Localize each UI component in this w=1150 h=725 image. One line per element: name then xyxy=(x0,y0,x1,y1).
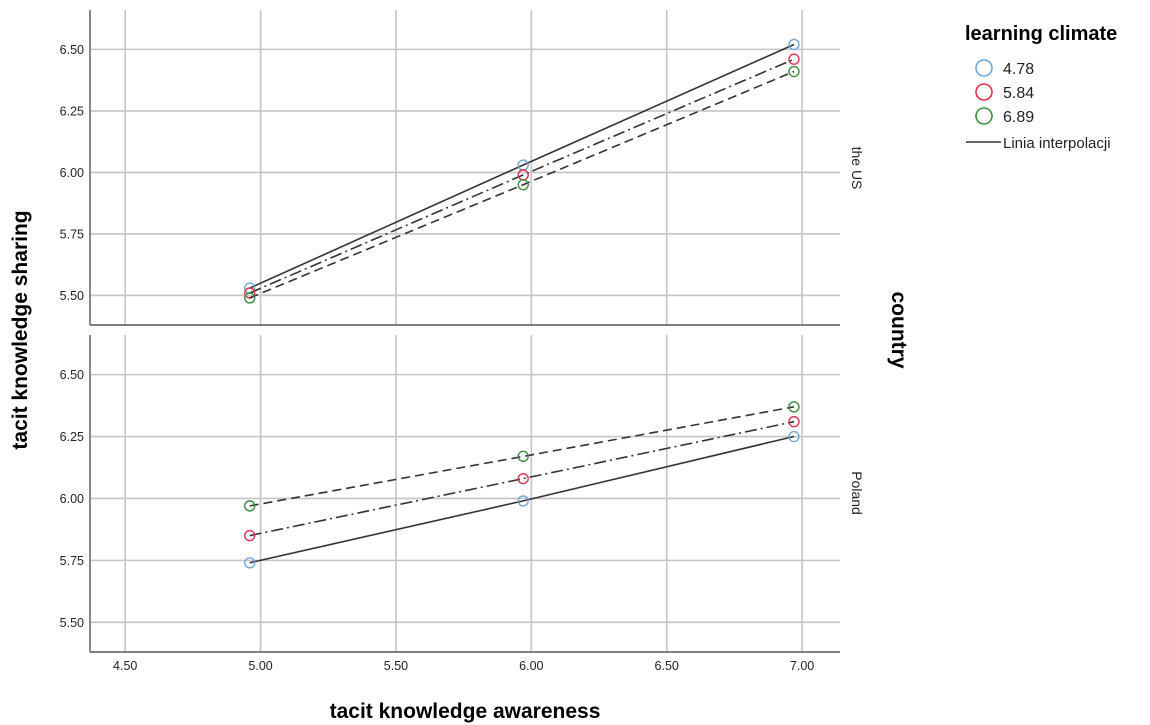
legend-interpolation-label: Linia interpolacji xyxy=(1003,135,1111,152)
y-tick-5-75-the-us: 5.75 xyxy=(60,227,84,241)
facet-title-country: country xyxy=(887,291,910,368)
y-tick-5-75-poland: 5.75 xyxy=(60,554,84,568)
data-point-5-84-the-us-2 xyxy=(788,53,800,65)
series-line-5-84-the-us xyxy=(249,58,795,294)
y-tick-6-50-poland: 6.50 xyxy=(60,368,84,382)
y-tick-5-50-poland: 5.50 xyxy=(60,616,84,630)
data-point-5-84-poland-1 xyxy=(517,472,529,485)
legend-item-5-84: 5.84 xyxy=(1003,85,1034,102)
data-point-6-89-the-us-1 xyxy=(517,179,529,191)
legend-marker-5-84 xyxy=(975,83,993,101)
y-axis-title: tacit knowledge sharing xyxy=(9,210,32,449)
y-tick-6-50-the-us: 6.50 xyxy=(60,43,84,57)
data-point-4-78-poland-2 xyxy=(788,430,800,443)
legend-marker-6-89 xyxy=(975,107,993,125)
data-point-6-89-poland-1 xyxy=(517,450,529,463)
data-point-5-84-poland-0 xyxy=(244,529,256,542)
data-point-4-78-the-us-2 xyxy=(788,38,800,51)
series-line-5-84-poland xyxy=(249,420,795,537)
panel-frames xyxy=(89,10,840,653)
series-line-6-89-poland xyxy=(249,406,795,507)
tick-labels: 5.50 5.75 6.00 6.25 6.50 5.50 5.75 6.00 6.25 6.50… xyxy=(60,43,815,673)
data-point-6-89-poland-0 xyxy=(244,500,256,512)
y-tick-6-00-the-us: 6.00 xyxy=(60,166,84,180)
grid-layer xyxy=(90,10,840,652)
legend-marker-4-78 xyxy=(975,59,993,77)
y-tick-6-25-the-us: 6.25 xyxy=(60,104,84,118)
legend-item-6-89: 6.89 xyxy=(1003,109,1034,126)
data-point-4-78-poland-1 xyxy=(517,495,529,507)
data-point-5-84-poland-2 xyxy=(788,415,800,428)
x-tick-5-00: 5.00 xyxy=(248,659,272,673)
series-line-4-78-poland xyxy=(249,435,795,564)
data-point-6-89-poland-2 xyxy=(788,401,800,413)
y-tick-6-25-poland: 6.25 xyxy=(60,430,84,444)
data-point-6-89-the-us-0 xyxy=(244,292,256,304)
panel-label-poland: Poland xyxy=(849,471,865,515)
legend: learning climate 4.78 5.84 6.89 Linia in… xyxy=(965,23,1117,152)
x-tick-4-50: 4.50 xyxy=(113,659,137,673)
y-tick-5-50-the-us: 5.50 xyxy=(60,289,84,303)
x-tick-5-50: 5.50 xyxy=(384,659,408,673)
x-tick-6-00: 6.00 xyxy=(519,659,543,673)
legend-title: learning climate xyxy=(965,23,1117,45)
data-point-6-89-the-us-2 xyxy=(788,65,800,78)
panel-label-the-us: the US xyxy=(849,147,865,190)
series-layer xyxy=(244,38,800,569)
data-point-4-78-poland-0 xyxy=(244,557,256,569)
x-tick-7-00: 7.00 xyxy=(790,659,814,673)
series-line-6-89-the-us xyxy=(249,70,795,299)
legend-item-4-78: 4.78 xyxy=(1003,61,1034,78)
series-line-4-78-the-us xyxy=(249,43,795,289)
x-tick-6-50: 6.50 xyxy=(655,659,679,673)
x-axis-title: tacit knowledge awareness xyxy=(330,700,601,723)
y-tick-6-00-poland: 6.00 xyxy=(60,492,84,506)
